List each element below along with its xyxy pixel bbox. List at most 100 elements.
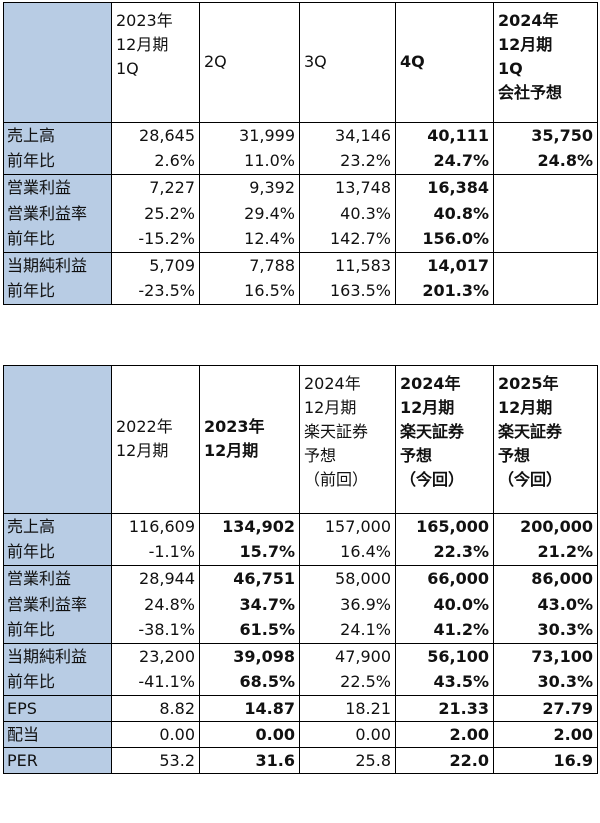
table-row: 売上高 28,645 31,999 34,146 40,111 35,750 [3,122,598,149]
value-cell: 24.1% [299,617,396,644]
value-cell: 201.3% [395,278,494,305]
row-label: 売上高 [3,122,112,149]
table-row: 前年比 -15.2% 12.4% 142.7% 156.0% [3,226,598,253]
table-row: 前年比 -1.1% 15.7% 16.4% 22.3% 21.2% [3,539,598,566]
value-cell: 24.8% [111,591,200,618]
value-cell: 16.5% [199,278,300,305]
value-cell: 0.00 [299,721,396,748]
value-cell: 12.4% [199,226,300,253]
value-cell: 61.5% [199,617,300,644]
value-cell: 25.8 [299,747,396,774]
value-cell: 200,000 [493,513,598,540]
table-row: 売上高 116,609 134,902 157,000 165,000 200,000 [3,513,598,540]
value-cell: 22.3% [395,539,494,566]
value-cell: 58,000 [299,565,396,592]
table-row: 前年比 2.6% 11.0% 23.2% 24.7% 24.8% [3,148,598,175]
row-label: 前年比 [3,669,112,696]
value-cell: 16,384 [395,174,494,201]
table1-header-2q: 2Q [199,2,300,123]
value-cell [493,226,598,253]
value-cell: 40.0% [395,591,494,618]
value-cell: 28,944 [111,565,200,592]
value-cell: 40,111 [395,122,494,149]
value-cell [493,174,598,201]
value-cell: 35,750 [493,122,598,149]
row-label: 営業利益 [3,174,112,201]
value-cell: 21.33 [395,695,494,722]
row-label: 前年比 [3,617,112,644]
value-cell: 5,709 [111,252,200,279]
value-cell: 16.4% [299,539,396,566]
table1-header-3q: 3Q [299,2,396,123]
table-row: 配当 0.00 0.00 0.00 2.00 2.00 [3,721,598,748]
table2-corner-cell [3,365,112,514]
value-cell: 13,748 [299,174,396,201]
value-cell: 21.2% [493,539,598,566]
table-row: 営業利益 7,227 9,392 13,748 16,384 [3,174,598,201]
value-cell: 23,200 [111,643,200,670]
value-cell: 18.21 [299,695,396,722]
value-cell [493,278,598,305]
value-cell: 27.79 [493,695,598,722]
row-label: 当期純利益 [3,643,112,670]
value-cell: 29.4% [199,200,300,227]
table1-body: 売上高 28,645 31,999 34,146 40,111 35,750 前年比 2.6%… [3,122,598,305]
row-label: EPS [3,695,112,722]
annual-forecast-table: 2022年 12月期 2023年 12月期 2024年 12月期 楽天証券 予想… [3,365,598,774]
value-cell: 40.3% [299,200,396,227]
value-cell: 25.2% [111,200,200,227]
value-cell: 2.00 [493,721,598,748]
value-cell: 134,902 [199,513,300,540]
table-row: EPS 8.82 14.87 18.21 21.33 27.79 [3,695,598,722]
table2-header-row: 2022年 12月期 2023年 12月期 2024年 12月期 楽天証券 予想… [3,365,598,514]
table-row: PER 53.2 31.6 25.8 22.0 16.9 [3,747,598,774]
value-cell: 36.9% [299,591,396,618]
value-cell: 23.2% [299,148,396,175]
value-cell: 157,000 [299,513,396,540]
value-cell: 30.3% [493,669,598,696]
value-cell: 56,100 [395,643,494,670]
value-cell: 16.9 [493,747,598,774]
table2-header-2022: 2022年 12月期 [111,365,200,514]
row-label: 配当 [3,721,112,748]
table2-header-2024-current-forecast: 2024年 12月期 楽天証券 予想 （今回） [395,365,494,514]
table2-body: 売上高 116,609 134,902 157,000 165,000 200,000 前年… [3,513,598,774]
value-cell: 116,609 [111,513,200,540]
value-cell: 31,999 [199,122,300,149]
value-cell: 66,000 [395,565,494,592]
value-cell [493,252,598,279]
table1-corner-cell [3,2,112,123]
value-cell: -15.2% [111,226,200,253]
value-cell: 14,017 [395,252,494,279]
value-cell: 0.00 [111,721,200,748]
row-label: PER [3,747,112,774]
table-row: 前年比 -23.5% 16.5% 163.5% 201.3% [3,278,598,305]
value-cell: 68.5% [199,669,300,696]
table-row: 営業利益率 25.2% 29.4% 40.3% 40.8% [3,200,598,227]
row-label: 営業利益率 [3,591,112,618]
table2-header-2023: 2023年 12月期 [199,365,300,514]
value-cell: 43.0% [493,591,598,618]
value-cell: 41.2% [395,617,494,644]
value-cell: -23.5% [111,278,200,305]
value-cell [493,200,598,227]
value-cell: 28,645 [111,122,200,149]
value-cell: 142.7% [299,226,396,253]
table-row: 当期純利益 23,200 39,098 47,900 56,100 73,100 [3,643,598,670]
table2-header-2024-prev-forecast: 2024年 12月期 楽天証券 予想 （前回） [299,365,396,514]
table-row: 前年比 -41.1% 68.5% 22.5% 43.5% 30.3% [3,669,598,696]
value-cell: 11,583 [299,252,396,279]
value-cell: 8.82 [111,695,200,722]
table2-header-2025-current-forecast: 2025年 12月期 楽天証券 予想 （今回） [493,365,598,514]
table1-header-2024-1q-forecast: 2024年 12月期 1Q 会社予想 [493,2,598,123]
value-cell: 30.3% [493,617,598,644]
table-row: 前年比 -38.1% 61.5% 24.1% 41.2% 30.3% [3,617,598,644]
value-cell: 22.5% [299,669,396,696]
value-cell: -1.1% [111,539,200,566]
table-row: 営業利益率 24.8% 34.7% 36.9% 40.0% 43.0% [3,591,598,618]
value-cell: 43.5% [395,669,494,696]
value-cell: 11.0% [199,148,300,175]
value-cell: 47,900 [299,643,396,670]
row-label: 売上高 [3,513,112,540]
value-cell: 2.6% [111,148,200,175]
